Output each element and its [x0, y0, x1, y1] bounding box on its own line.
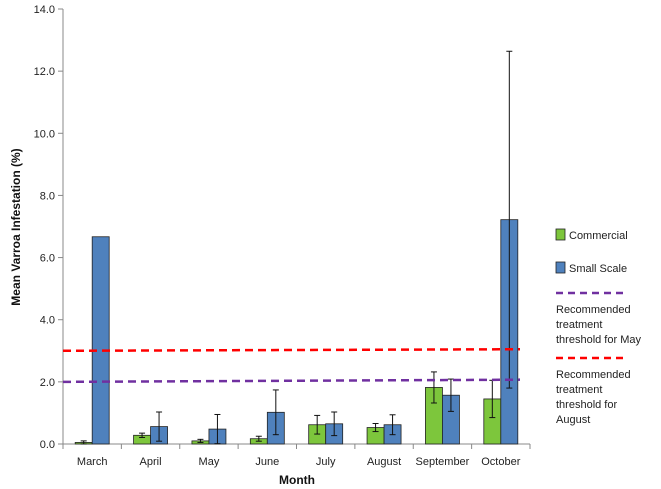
- plot-area: 0.0 2.0 4.0 6.0 8.0 10.0 12.0 14.0 March April May…: [34, 4, 531, 468]
- y-tick-label: 14.0: [34, 4, 55, 16]
- y-tick-label: 12.0: [34, 66, 55, 78]
- legend-label: Commercial: [569, 230, 628, 242]
- y-tick-label: 6.0: [40, 253, 55, 265]
- legend-swatch-small-scale: [555, 261, 566, 274]
- legend-swatch-commercial: [555, 228, 566, 241]
- x-tick-label: April: [140, 456, 162, 468]
- y-tick-label: 10.0: [34, 128, 55, 140]
- x-tick-label: July: [316, 456, 336, 468]
- legend-threshold-label: threshold for May: [556, 334, 641, 346]
- legend: Commercial Small Scale Recommended treatmen…: [555, 228, 641, 426]
- small-scale-bar: [91, 236, 110, 445]
- y-axis-title: Mean Varroa Infestation (%): [9, 148, 23, 305]
- x-tick-label: June: [255, 456, 279, 468]
- legend-threshold-label: treatment: [556, 384, 602, 396]
- y-tick-label: 8.0: [40, 190, 55, 202]
- x-tick-label: September: [416, 456, 470, 468]
- x-tick-label: August: [367, 456, 401, 468]
- legend-threshold-label: Recommended: [556, 304, 631, 316]
- legend-label: Small Scale: [569, 263, 627, 275]
- threshold-line-august: [62, 347, 521, 353]
- y-tick-label: 0.0: [40, 439, 55, 451]
- x-tick-label: May: [199, 456, 220, 468]
- x-axis-title: Month: [279, 473, 315, 487]
- threshold-line-may: [62, 378, 521, 384]
- legend-threshold-label: threshold for: [556, 399, 617, 411]
- x-tick-label: October: [481, 456, 520, 468]
- legend-threshold-label: Recommended: [556, 369, 631, 381]
- y-tick-label: 4.0: [40, 315, 55, 327]
- y-tick-label: 2.0: [40, 377, 55, 389]
- legend-threshold-label: August: [556, 414, 590, 426]
- legend-threshold-label: treatment: [556, 319, 602, 331]
- x-tick-label: March: [77, 456, 108, 468]
